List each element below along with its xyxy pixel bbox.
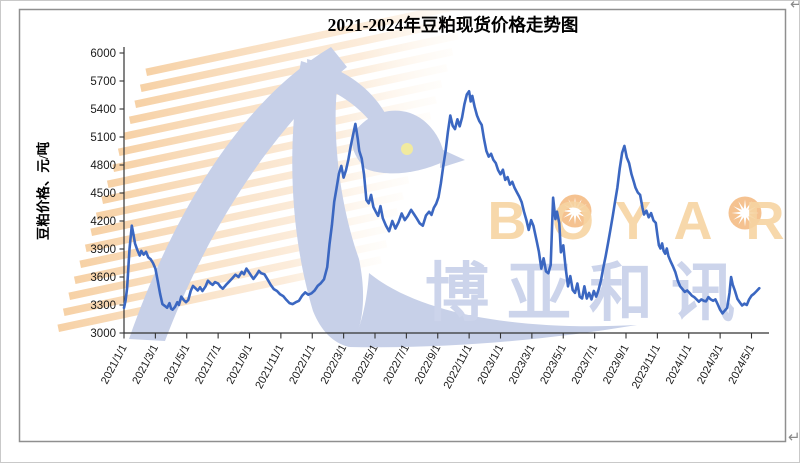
x-tick-label: 2024/1/1 [664,343,695,386]
x-tick-label: 2021/9/1 [224,343,255,386]
y-axis-title: 豆粕价格、元/吨 [35,141,51,240]
x-tick-label: 2023/5/1 [538,343,569,386]
x-tick-label: 2021/1/1 [99,343,130,386]
x-tick-label: 2021/5/1 [162,343,193,386]
y-tick-label: 5100 [90,132,116,144]
x-tick-label: 2023/3/1 [507,343,538,386]
x-tick-label: 2022/5/1 [350,343,381,386]
x-tick-label: 2023/11/1 [630,343,663,391]
y-tick-label: 3900 [90,244,116,256]
y-tick-label: 4800 [90,160,116,172]
brand-letter: B [488,191,531,251]
x-tick-label: 2022/1/1 [287,343,318,386]
paragraph-return-mark: ↵ [788,429,800,446]
x-tick-label: 2024/5/1 [726,343,757,386]
x-tick-label: 2022/7/1 [381,343,412,386]
y-tick-label: 3600 [90,272,116,284]
x-tick-label: 2021/3/1 [130,343,161,386]
x-tick-label: 2021/11/1 [253,343,286,391]
y-tick-label: 5700 [90,76,116,88]
y-tick-label: 5400 [90,104,116,116]
x-tick-label: 2021/7/1 [193,343,224,386]
bird-logo-icon [129,47,637,348]
x-tick-label: 2023/7/1 [570,343,601,386]
brand-letter: R [746,191,789,251]
y-tick-label: 4500 [90,188,116,200]
x-tick-label: 2024/3/1 [695,343,726,386]
y-tick-label: 3300 [90,300,116,312]
brand-letter: A [674,191,717,251]
x-tick-label: 2023/1/1 [475,343,506,386]
x-tick-label: 2023/9/1 [601,343,632,386]
chart-title: 2021-2024年豆粕现货价格走势图 [328,15,579,35]
x-tick-label: 2022/3/1 [319,343,350,386]
chart-object-frame[interactable] [18,8,787,443]
paragraph-return-mark-top: ↵ [790,1,800,13]
y-tick-label: 3000 [90,328,116,340]
x-tick-label: 2022/9/1 [413,343,444,386]
y-tick-label: 6000 [90,48,116,60]
x-tick-label: 2022/11/1 [442,343,475,391]
brand-letter: Y [615,191,655,251]
y-tick-label: 4200 [90,216,116,228]
price-line-series [122,90,761,315]
